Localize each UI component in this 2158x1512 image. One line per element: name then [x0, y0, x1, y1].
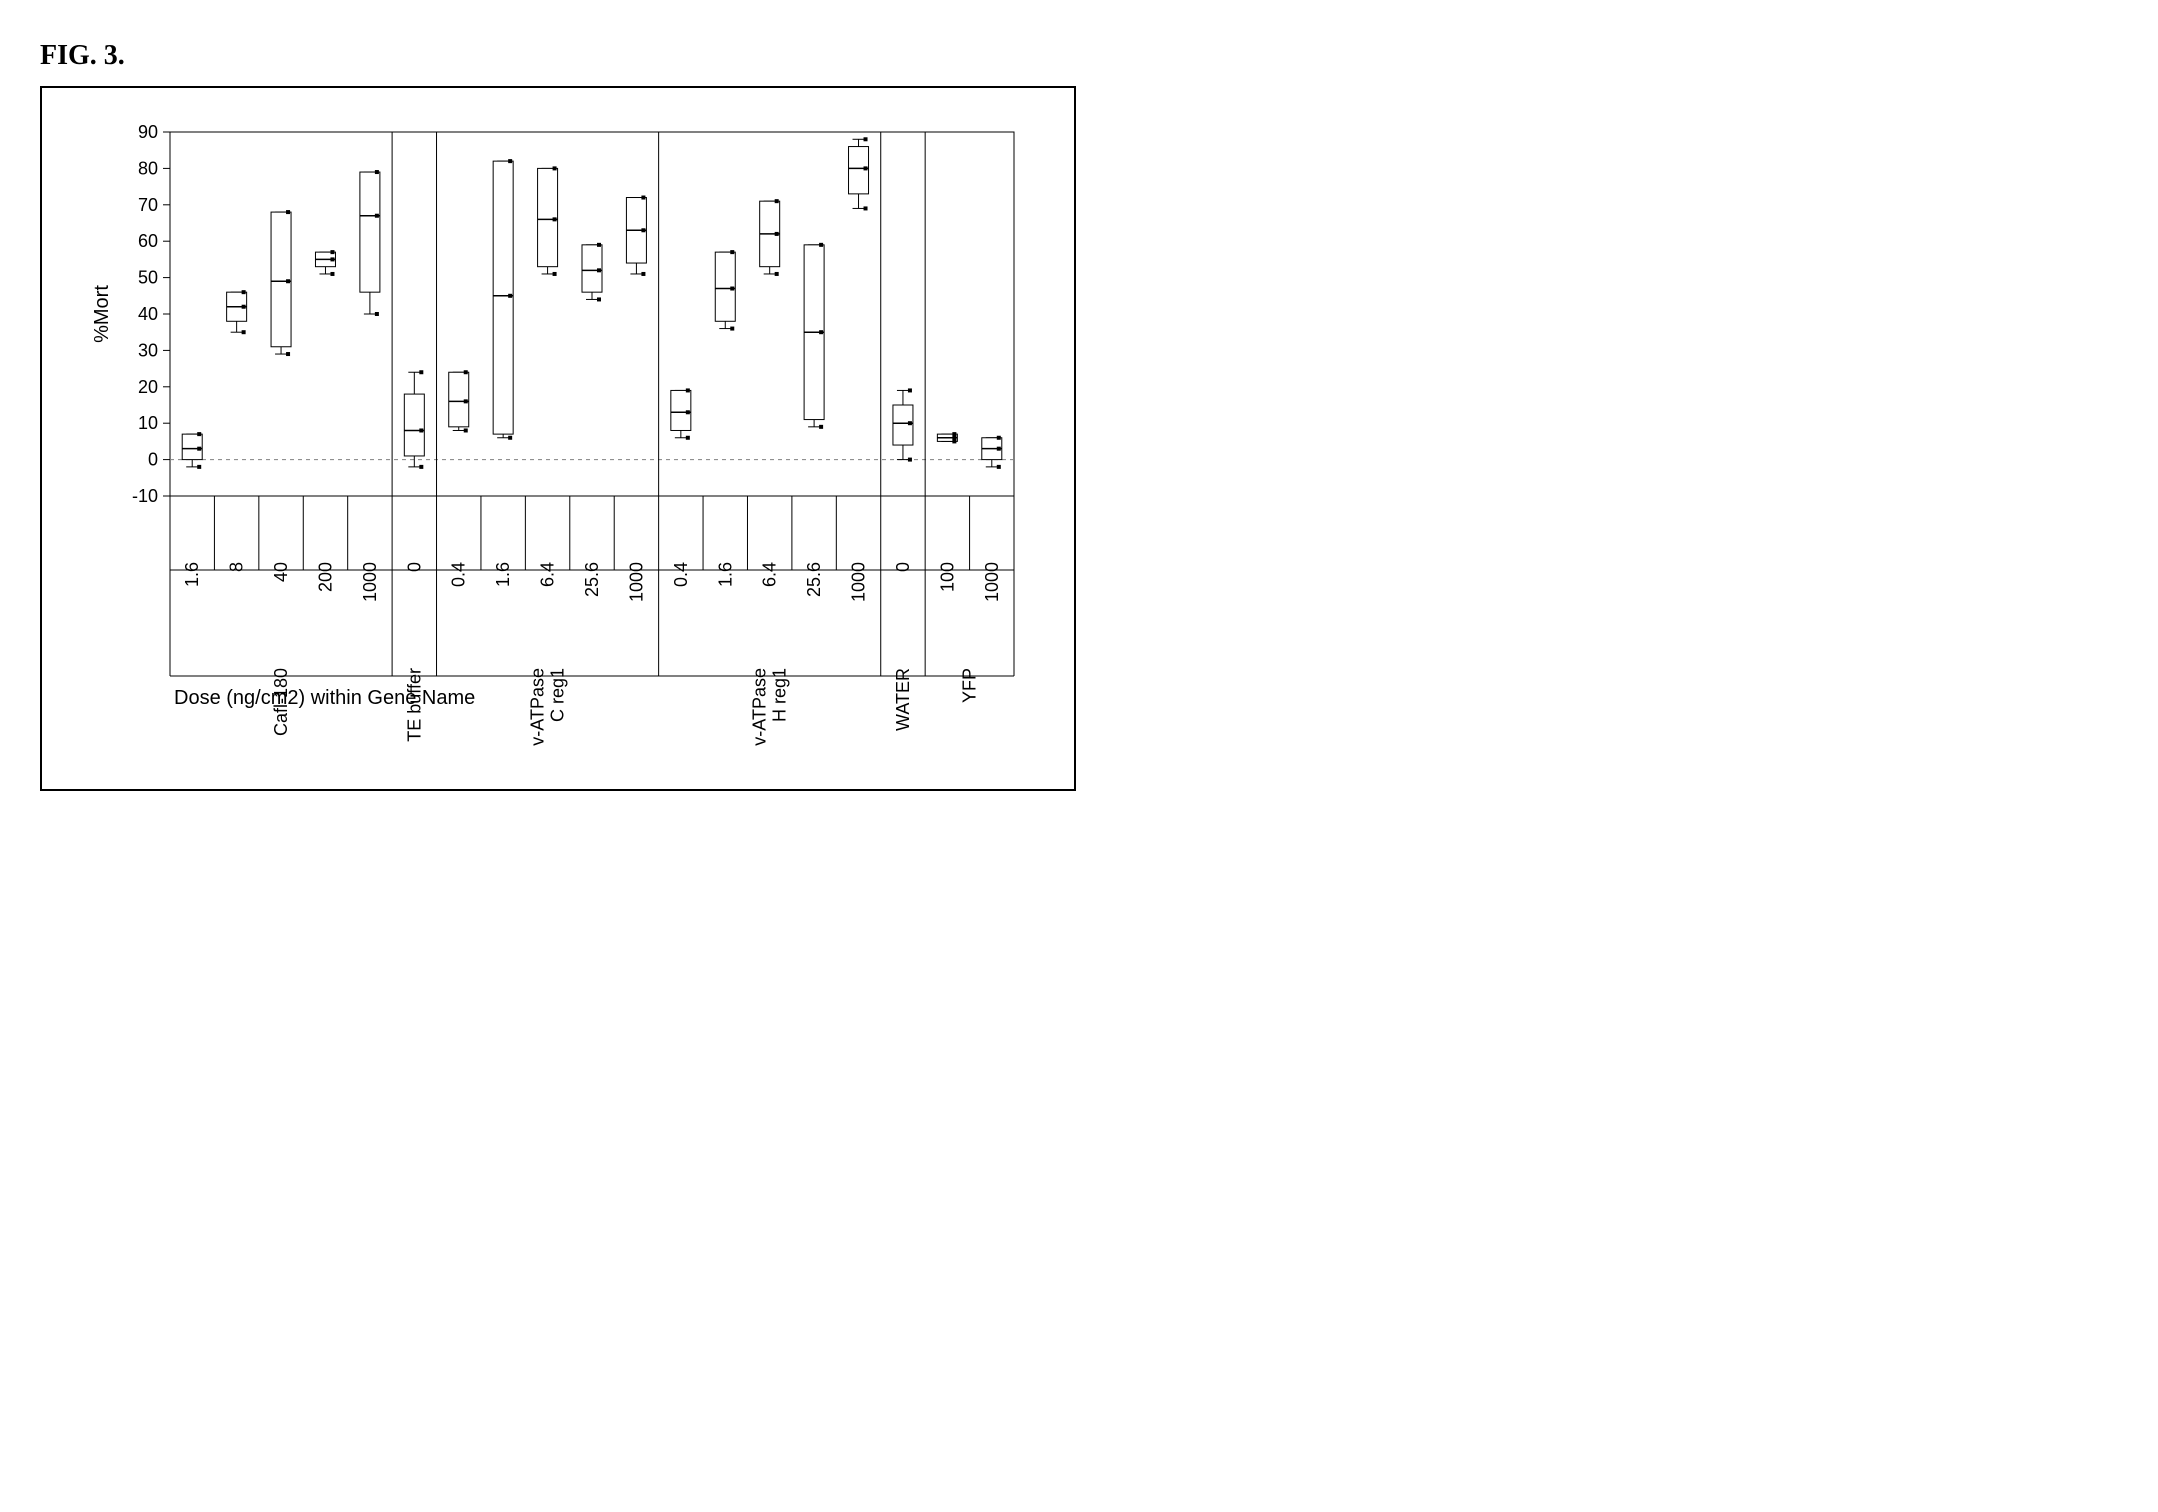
dose-label: 200	[315, 562, 335, 592]
data-marker	[597, 268, 601, 272]
dose-label: 0	[893, 562, 913, 572]
dose-label: 40	[271, 562, 291, 582]
boxplot-box	[360, 172, 380, 292]
data-marker	[553, 272, 557, 276]
dose-label: 1000	[626, 562, 646, 602]
data-marker	[242, 330, 246, 334]
group-label: v-ATPase	[528, 668, 548, 746]
data-marker	[686, 410, 690, 414]
data-marker	[952, 436, 956, 440]
y-tick-label: 60	[138, 231, 158, 251]
data-marker	[197, 432, 201, 436]
y-tick-label: 80	[138, 158, 158, 178]
data-marker	[286, 210, 290, 214]
data-marker	[908, 421, 912, 425]
dose-label: 6.4	[538, 562, 558, 587]
y-tick-label: 70	[138, 195, 158, 215]
data-marker	[997, 447, 1001, 451]
y-tick-label: 90	[138, 122, 158, 142]
data-marker	[197, 465, 201, 469]
chart-frame: -100102030405060708090%Mort1.68402001000…	[40, 86, 1076, 791]
y-tick-label: 20	[138, 377, 158, 397]
data-marker	[952, 432, 956, 436]
data-marker	[819, 330, 823, 334]
data-marker	[419, 370, 423, 374]
dose-label: 0.4	[449, 562, 469, 587]
data-marker	[641, 272, 645, 276]
data-marker	[464, 399, 468, 403]
dose-label: 1000	[360, 562, 380, 602]
data-marker	[419, 428, 423, 432]
dose-label: 1.6	[493, 562, 513, 587]
y-tick-label: -10	[132, 486, 158, 506]
data-marker	[553, 217, 557, 221]
data-marker	[286, 352, 290, 356]
dose-label: 25.6	[582, 562, 602, 597]
data-marker	[819, 425, 823, 429]
dose-label: 6.4	[760, 562, 780, 587]
data-marker	[508, 159, 512, 163]
data-marker	[508, 436, 512, 440]
data-marker	[464, 370, 468, 374]
data-marker	[553, 166, 557, 170]
data-marker	[464, 428, 468, 432]
data-marker	[952, 439, 956, 443]
data-marker	[242, 305, 246, 309]
group-label: YFP	[960, 668, 980, 703]
data-marker	[419, 465, 423, 469]
data-marker	[686, 388, 690, 392]
dose-label: 25.6	[804, 562, 824, 597]
data-marker	[686, 436, 690, 440]
group-label: v-ATPase	[750, 668, 770, 746]
data-marker	[597, 297, 601, 301]
data-marker	[908, 388, 912, 392]
data-marker	[730, 250, 734, 254]
y-tick-label: 30	[138, 340, 158, 360]
data-marker	[730, 287, 734, 291]
data-marker	[375, 214, 379, 218]
data-marker	[864, 166, 868, 170]
dose-label: 100	[937, 562, 957, 592]
data-marker	[864, 137, 868, 141]
data-marker	[197, 447, 201, 451]
data-marker	[375, 170, 379, 174]
x-axis-label: Dose (ng/cm2) within Gene Name	[174, 687, 475, 709]
dose-label: 1000	[849, 562, 869, 602]
dose-label: 1.6	[182, 562, 202, 587]
y-tick-label: 0	[148, 450, 158, 470]
dose-label: 0.4	[671, 562, 691, 587]
group-label: WATER	[893, 668, 913, 731]
boxplot-chart: -100102030405060708090%Mort1.68402001000…	[78, 116, 1038, 756]
data-marker	[908, 458, 912, 462]
y-tick-label: 50	[138, 268, 158, 288]
boxplot-box	[404, 394, 424, 456]
data-marker	[997, 465, 1001, 469]
data-marker	[286, 279, 290, 283]
data-marker	[775, 232, 779, 236]
data-marker	[641, 228, 645, 232]
data-marker	[330, 257, 334, 261]
data-marker	[330, 250, 334, 254]
data-marker	[819, 243, 823, 247]
figure-label: FIG. 3.	[40, 40, 2118, 72]
dose-label: 0	[404, 562, 424, 572]
data-marker	[508, 294, 512, 298]
y-tick-label: 40	[138, 304, 158, 324]
dose-label: 1.6	[715, 562, 735, 587]
data-marker	[242, 290, 246, 294]
y-tick-label: 10	[138, 413, 158, 433]
data-marker	[775, 199, 779, 203]
data-marker	[597, 243, 601, 247]
y-axis-label: %Mort	[91, 285, 113, 343]
dose-label: 1000	[982, 562, 1002, 602]
data-marker	[730, 327, 734, 331]
data-marker	[375, 312, 379, 316]
data-marker	[330, 272, 334, 276]
data-marker	[775, 272, 779, 276]
dose-label: 8	[227, 562, 247, 572]
data-marker	[864, 206, 868, 210]
data-marker	[641, 196, 645, 200]
data-marker	[997, 436, 1001, 440]
